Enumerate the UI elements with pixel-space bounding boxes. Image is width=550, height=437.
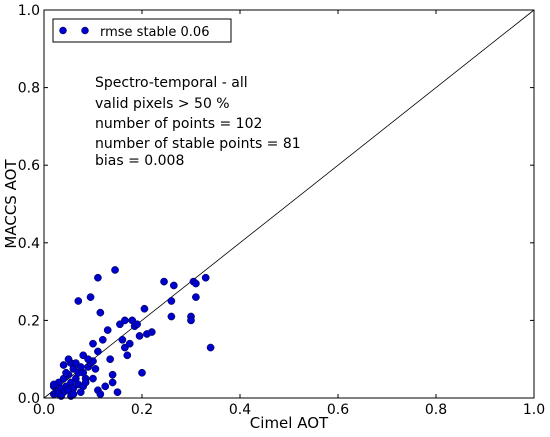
data-point [123, 351, 132, 360]
y-tick-label: 1.0 [18, 3, 40, 19]
legend-box [52, 18, 232, 43]
data-point [125, 339, 134, 348]
legend-label: rmse stable 0.06 [100, 25, 209, 40]
annotation-line: Spectro-temporal - all [95, 75, 248, 91]
data-point [98, 335, 107, 344]
plot-frame [43, 9, 535, 399]
data-point [135, 332, 144, 340]
data-point [206, 343, 215, 352]
y-axis-ticks: 0.0 0.2 0.4 0.6 0.8 1.0 [18, 3, 534, 407]
data-point [59, 361, 68, 369]
y-tick-label: 0.4 [18, 236, 40, 252]
reference-line-layer [43, 9, 535, 399]
data-point [170, 281, 178, 290]
data-point [108, 370, 117, 379]
data-point [113, 388, 122, 397]
x-tick-label: 0.4 [229, 402, 251, 418]
data-point [94, 347, 102, 356]
data-point [79, 368, 88, 377]
x-axis-ticks: 0.0 0.2 0.4 0.6 0.8 1.0 [33, 10, 545, 418]
legend-marker [81, 26, 89, 35]
data-point [167, 297, 176, 305]
data-point [64, 355, 73, 364]
data-point [118, 335, 127, 344]
x-tick-label: 0.2 [131, 402, 153, 418]
data-point [69, 390, 78, 398]
data-point [140, 304, 149, 313]
data-points-layer [49, 266, 215, 400]
x-tick-label: 0.0 [33, 402, 55, 418]
data-point [57, 392, 66, 400]
x-axis-label: Cimel AOT [250, 414, 329, 432]
data-point [76, 388, 85, 397]
annotation-line: bias = 0.008 [95, 153, 184, 169]
data-point [133, 320, 141, 329]
y-tick-label: 0.8 [18, 81, 40, 97]
data-point [86, 293, 95, 301]
data-point [108, 378, 117, 387]
x-tick-label: 1.0 [523, 402, 545, 418]
y-tick-label: 0.0 [18, 391, 40, 407]
legend-marker [59, 26, 67, 35]
data-point [101, 382, 110, 391]
legend: rmse stable 0.06 [52, 18, 232, 43]
data-point [103, 326, 112, 334]
annotation-block: Spectro-temporal - all valid pixels > 50… [95, 75, 301, 169]
data-point [160, 277, 168, 286]
data-point [167, 312, 176, 321]
data-point [81, 378, 90, 387]
one-to-one-line [43, 9, 535, 399]
data-point [192, 293, 200, 301]
data-point [74, 297, 83, 305]
y-axis-label: MACCS AOT [2, 159, 20, 249]
data-point [94, 273, 102, 282]
data-point [84, 355, 92, 364]
y-tick-label: 0.2 [18, 313, 40, 329]
data-point [62, 368, 70, 377]
data-point [147, 328, 156, 336]
data-point [49, 380, 58, 389]
annotation-line: valid pixels > 50 % [95, 96, 230, 112]
data-point [106, 355, 115, 364]
data-point [187, 316, 195, 325]
data-point [89, 339, 97, 348]
annotation-line: number of stable points = 81 [95, 136, 301, 152]
x-tick-label: 0.8 [425, 402, 447, 418]
data-point [111, 266, 119, 274]
data-point [138, 368, 146, 377]
annotation-line: number of points = 102 [95, 116, 262, 132]
data-point [201, 273, 210, 282]
x-tick-label: 0.6 [327, 402, 349, 418]
data-point [96, 308, 105, 317]
data-point [192, 279, 200, 288]
data-point [121, 316, 129, 325]
data-point [89, 374, 97, 383]
data-point [96, 390, 105, 398]
data-point [91, 365, 100, 373]
y-tick-label: 0.6 [18, 158, 40, 174]
